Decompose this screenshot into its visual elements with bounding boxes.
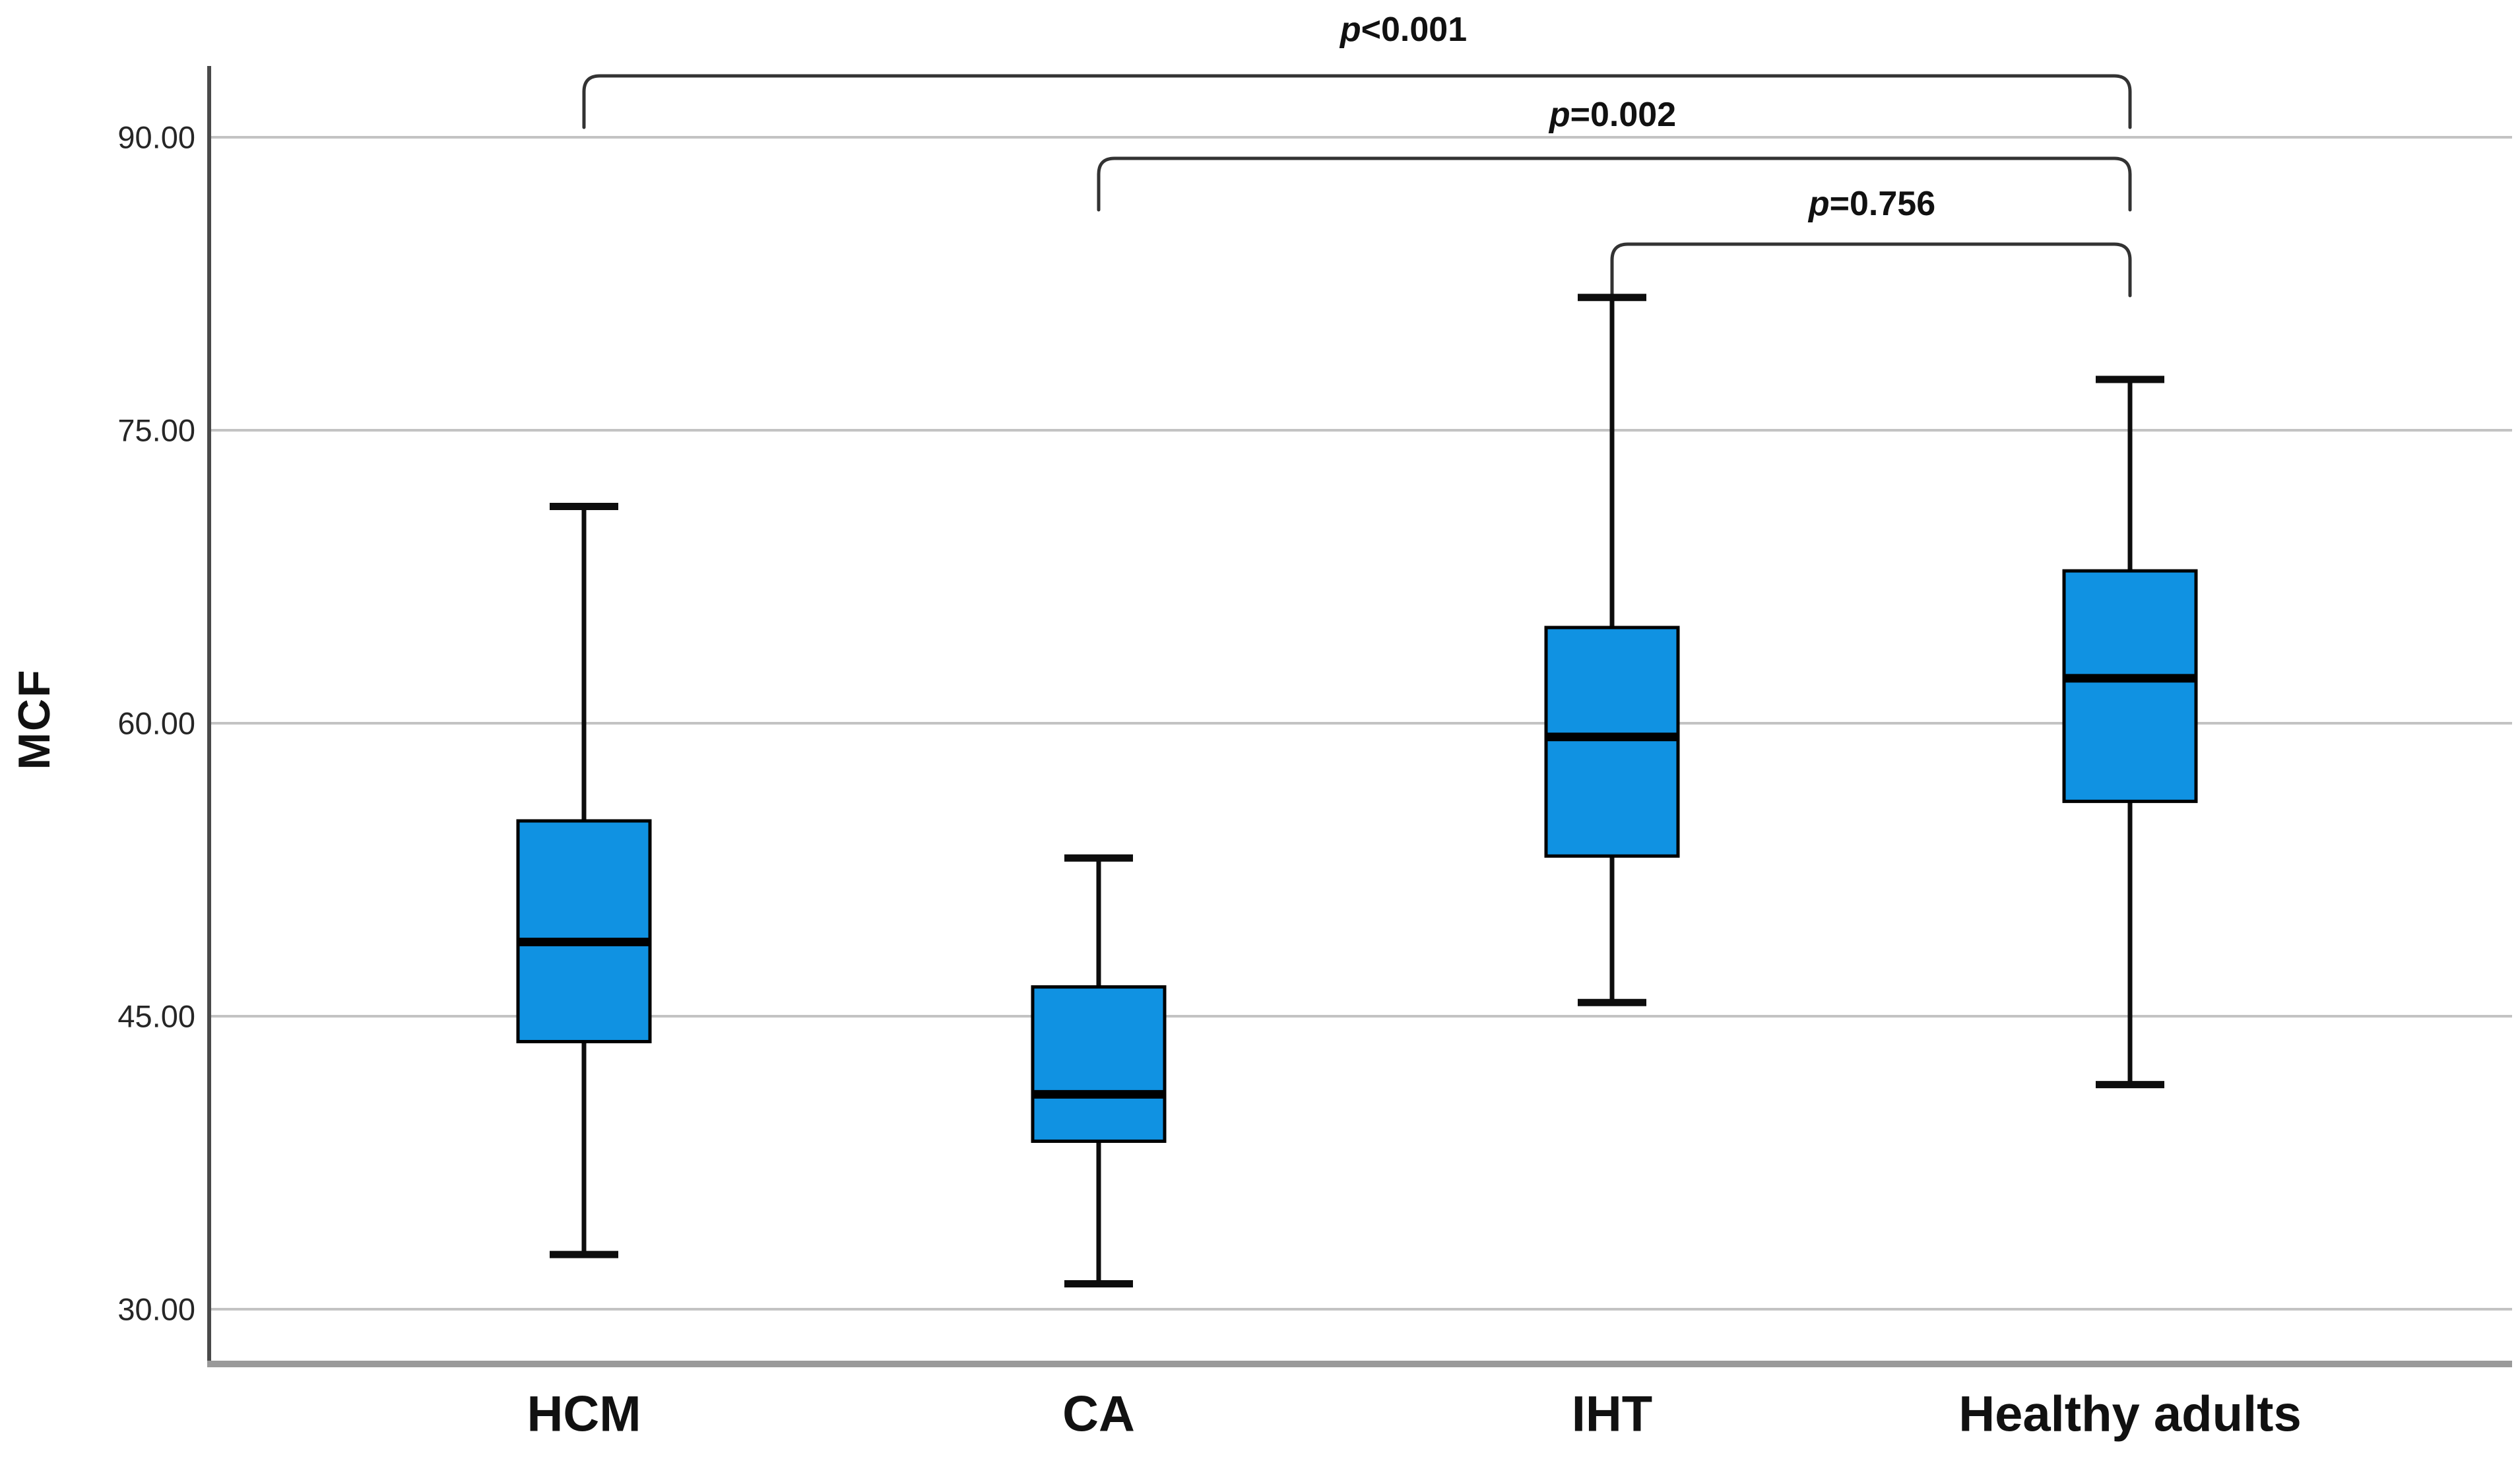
y-tick-label: 30.00 <box>117 1291 195 1326</box>
iqr-box-hcm <box>516 819 652 1043</box>
iqr-box-iht <box>1544 626 1680 858</box>
iqr-box-ca <box>1031 985 1167 1143</box>
x-category-label-iht: IHT <box>1572 1386 1652 1443</box>
y-tick-label: 45.00 <box>117 998 195 1033</box>
y-tick-label: 60.00 <box>117 705 195 740</box>
x-category-label-hcm: HCM <box>527 1386 641 1443</box>
y-axis-title: MCF <box>9 668 59 770</box>
iqr-box-healthy-adults <box>2062 569 2198 803</box>
x-category-label-ca: CA <box>1062 1386 1135 1443</box>
p-value-label: p<0.001 <box>1339 11 1467 49</box>
p-value-label: p=0.756 <box>1807 185 1935 223</box>
p-value-label: p=0.002 <box>1548 96 1676 134</box>
significance-bracket <box>582 74 2132 129</box>
significance-bracket <box>1097 156 2132 212</box>
x-category-label-healthy-adults: Healthy adults <box>1958 1386 2301 1443</box>
y-tick-label: 90.00 <box>117 119 195 154</box>
significance-bracket <box>1610 242 2132 298</box>
y-tick-label: 75.00 <box>117 412 195 447</box>
